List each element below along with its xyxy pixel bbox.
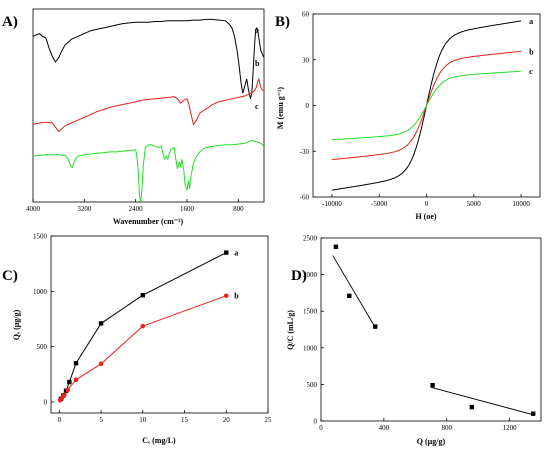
panel-b-x-tick-label: 10000 [512,200,530,208]
panel-c-x-axis-label: Cₑ (mg/L) [142,436,176,445]
panel-b-series-c-line [331,70,522,141]
panel-c-x-tick-label: 25 [265,416,273,424]
panel-b-ticks: -10000 -5000 0 5000 10000 -60 -30 0 30 60 [300,11,531,209]
panel-a-x-axis-label: Wavenumber (cm⁻¹) [113,217,184,226]
panel-a-x-tick-label: 2400 [129,205,144,213]
panel-b-y-tick-label: -60 [300,194,310,202]
panel-d-data-point [469,404,475,410]
panel-b-y-tick-label: 60 [302,11,310,19]
panel-d-data-point [347,293,352,299]
panel-c-x-tick-label: 10 [139,416,147,424]
panel-d-y-axis-label: Q/C (mL/g) [286,310,295,350]
panel-d-y-tick-label: 500 [307,381,318,389]
panel-d-data-point [373,324,378,329]
panel-b-y-axis-label: M (emu g⁻¹) [276,87,285,130]
panel-b-series [331,20,522,191]
panel-b-y-tick-label: -30 [300,148,310,156]
panel-a-frame [32,8,265,203]
panel-a-label: A) [2,14,18,30]
panel-c-y-tick-label: 0 [44,398,48,406]
panel-a-x-tick-label: 4000 [26,205,41,213]
panel-a-series [32,18,265,202]
panel-a-series-b-line [32,77,264,133]
panel-a-series-c-label: c [255,102,259,111]
panel-d-ticks: 0 400 800 1200 0 500 1000 1500 2000 2500 [303,235,517,433]
panel-d-frame [320,237,542,422]
panel-d-y-tick-label: 2500 [303,235,318,243]
panel-c-series-b-point [223,293,229,299]
panel-d-x-tick-label: 1200 [503,424,518,432]
panel-c-series-a-point [98,321,104,326]
panel-c-series-a-point [73,361,79,366]
panel-c-series-a-label: a [234,249,238,258]
panel-c-series-a-point [224,250,229,255]
panel-c-series-b-point [62,392,67,398]
panel-d-label: D) [291,268,307,284]
panel-d-data-point [430,382,435,388]
panel-d-data-point [530,411,536,416]
panel-c-x-tick-label: 0 [58,416,62,424]
panel-d-x-tick-label: 800 [441,424,452,432]
panel-c-y-tick-label: 1000 [33,288,48,296]
panel-b-label: B) [275,14,290,30]
panel-a-x-tick-label: 3200 [77,205,92,213]
panel-d-series [332,244,536,416]
panel-d-data-point [333,244,339,249]
panel-d: D) 0 400 800 1200 0 500 1000 1500 2000 2500 Q (µg… [286,235,542,446]
panel-d-fit-line [430,386,535,416]
panel-a-series-labels: a b c [255,26,260,111]
panel-d-y-tick-label: 1000 [303,344,318,352]
panel-b-x-tick-label: -5000 [371,200,388,208]
panel-a: A) 4000 3200 2400 1600 800 a b c Wavenumber (c… [2,8,265,226]
panel-c-series-a-point [67,379,72,385]
panel-a-x-tick-label: 800 [233,205,244,213]
panel-d-x-tick-label: 0 [319,424,323,432]
panel-c-series-b-point [65,387,70,393]
panel-b-x-tick-label: 5000 [467,200,482,208]
panel-a-series-b-label: b [255,59,260,68]
panel-d-y-tick-label: 1500 [303,308,318,316]
panel-b-series-b-label: b [529,47,534,56]
panel-c-series-b-label: b [234,292,239,301]
panel-c-series-b-point [140,323,146,329]
panel-a-series-a-line [32,18,265,100]
panel-a-x-tick-label: 1600 [180,205,195,213]
panel-c-x-tick-label: 15 [181,416,189,424]
panel-d-y-tick-label: 2000 [303,271,318,279]
panel-d-fit-line [332,255,377,329]
panel-b-series-c-label: c [529,67,533,76]
panel-c-series-labels: ab [234,249,239,301]
panel-a-series-c-line [32,139,265,202]
panel-c-frame [50,235,269,414]
panel-c-series [57,250,229,403]
panel-c-x-tick-label: 20 [223,416,231,424]
panel-c-series-b-point [59,395,65,401]
panel-d-x-axis-label: Q (µg/g) [417,437,446,446]
panel-b-y-tick-label: 30 [302,56,310,64]
panel-c-ticks: 0 5 10 15 20 25 0 500 1000 1500 [33,233,272,425]
panel-b-x-tick-label: -10000 [322,200,342,208]
panel-c-y-axis-label: Qₑ (µg/g) [12,309,21,340]
panel-c-series-a-point [140,292,146,298]
panel-b-y-tick-label: 0 [306,102,310,110]
panel-c-y-tick-label: 500 [37,343,48,351]
panel-b-x-axis-label: H (oe) [415,212,436,221]
panel-c-label: C) [2,268,18,284]
panel-b-series-labels: a b c [529,17,534,76]
panel-d-x-tick-label: 400 [379,424,390,432]
panel-b-series-a-label: a [529,17,533,26]
panel-c-series-b-point [98,361,104,367]
panel-c-series-b-point [73,377,79,383]
panel-d-y-tick-label: 0 [314,418,318,426]
panel-a-ticks: 4000 3200 2400 1600 800 [26,199,244,213]
panel-a-series-a-label: a [255,26,259,35]
panel-c-y-tick-label: 1500 [33,233,48,241]
panel-c-x-tick-label: 5 [99,416,103,424]
panel-b-x-tick-label: 0 [425,200,429,208]
